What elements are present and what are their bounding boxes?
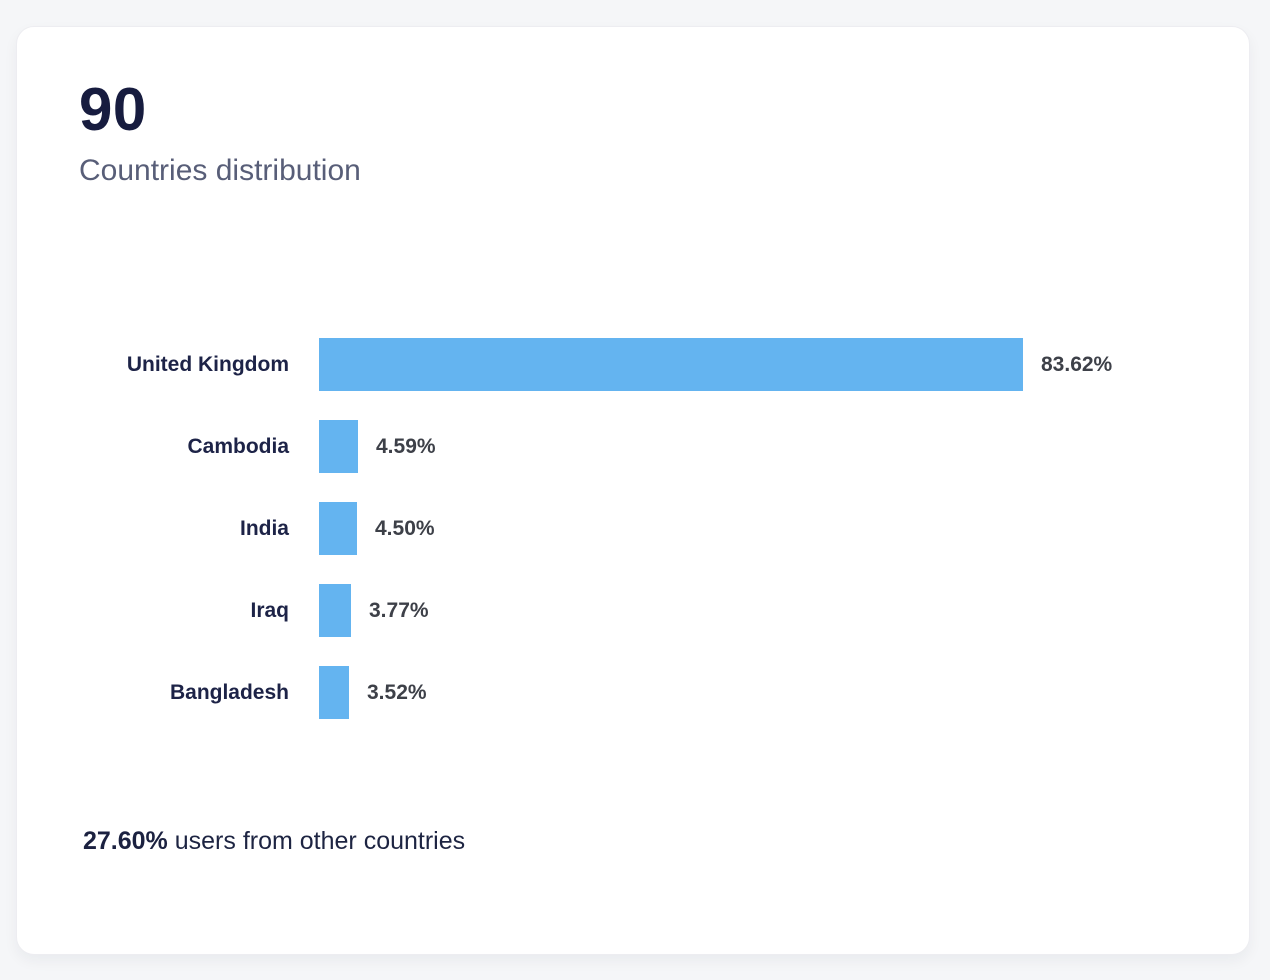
country-label: United Kingdom <box>126 352 289 376</box>
country-bar <box>319 420 358 473</box>
country-value-label: 4.59% <box>376 434 436 458</box>
other-countries-text: users from other countries <box>167 826 466 855</box>
country-label: Bangladesh <box>169 680 289 704</box>
chart-row: Iraq 3.77% <box>79 570 1187 652</box>
chart-row: Cambodia 4.59% <box>79 406 1187 488</box>
country-value-label: 3.52% <box>367 680 427 704</box>
country-value-label: 4.50% <box>375 516 435 540</box>
countries-count: 90 <box>79 76 147 143</box>
other-countries-note: 27.60% users from other countries <box>79 826 1187 856</box>
card-header: 90 Countries distribution <box>79 76 1187 190</box>
country-label: India <box>239 516 289 540</box>
chart-row: Bangladesh 3.52% <box>79 652 1187 734</box>
country-bar <box>319 584 351 637</box>
other-countries-percent: 27.60% <box>83 826 168 855</box>
country-bar <box>319 502 357 555</box>
country-label: Iraq <box>250 598 289 622</box>
country-value-label: 3.77% <box>369 598 429 622</box>
country-value-label: 83.62% <box>1041 352 1113 376</box>
countries-distribution-card: 90 Countries distribution United Kingdom… <box>16 26 1250 955</box>
chart-row: India 4.50% <box>79 488 1187 570</box>
country-bar <box>319 666 349 719</box>
countries-bar-chart: United Kingdom 83.62% Cambodia 4.59% India 4.… <box>79 324 1187 734</box>
chart-row: United Kingdom 83.62% <box>79 324 1187 406</box>
country-label: Cambodia <box>187 434 289 458</box>
country-bar <box>319 338 1023 391</box>
card-title: Countries distribution <box>79 154 361 187</box>
